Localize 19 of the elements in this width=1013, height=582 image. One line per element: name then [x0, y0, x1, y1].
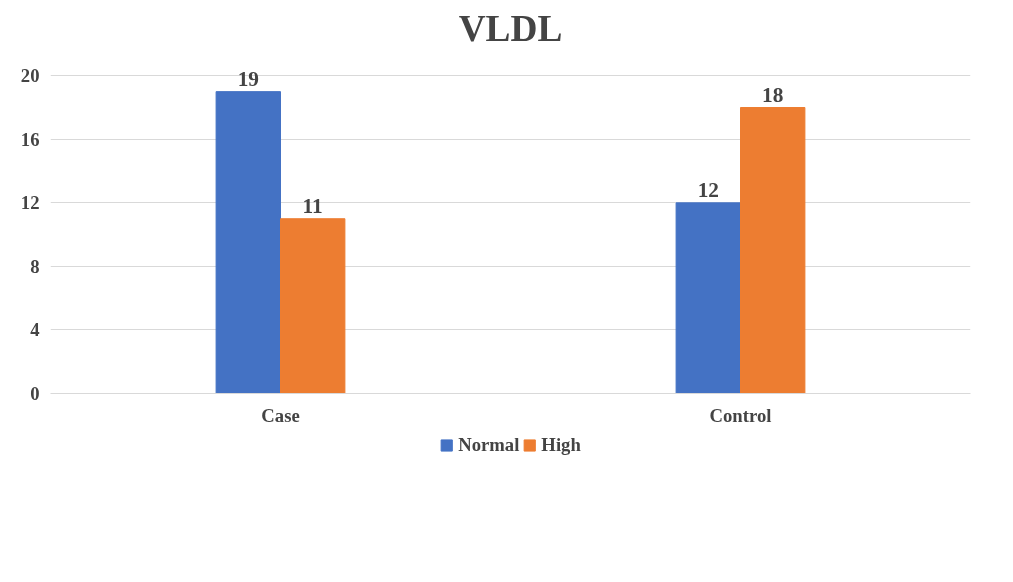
- chart-title: VLDL: [458, 7, 563, 49]
- y-tick-label: 12: [20, 192, 40, 214]
- data-label: 19: [237, 66, 259, 91]
- x-tick-label: Case: [261, 404, 300, 426]
- legend-label: Normal: [458, 434, 520, 456]
- data-label: 11: [302, 193, 323, 218]
- legend-label: High: [541, 434, 581, 456]
- data-label: 18: [762, 82, 784, 107]
- bar: [215, 91, 281, 394]
- bar: [675, 202, 741, 394]
- y-tick-label: 16: [20, 128, 40, 150]
- bar: [280, 218, 346, 394]
- bar: [740, 107, 806, 394]
- y-tick-label: 0: [30, 383, 40, 404]
- data-label: 12: [697, 177, 719, 202]
- y-tick-label: 4: [30, 319, 40, 341]
- y-tick-label: 8: [30, 255, 40, 277]
- y-tick-label: 20: [20, 65, 40, 87]
- x-tick-label: Control: [709, 404, 772, 426]
